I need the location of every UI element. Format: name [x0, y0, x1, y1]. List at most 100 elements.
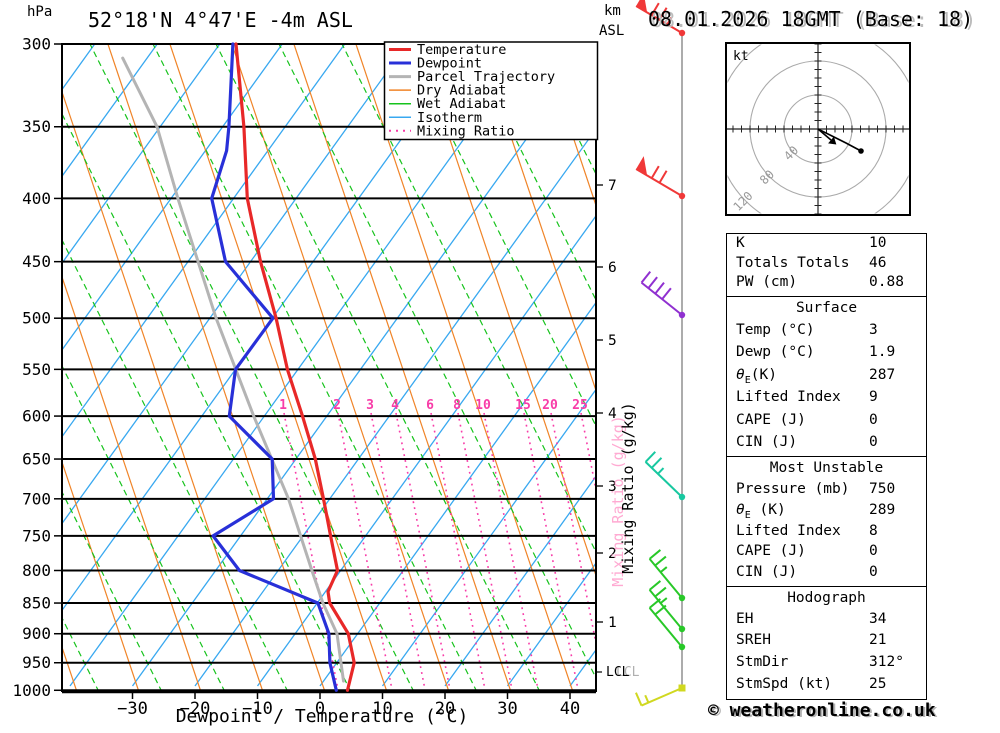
hodograph-ring-label: 120	[730, 189, 755, 214]
table-row: Lifted Index 8	[727, 521, 926, 542]
mixing-ratio-value-label: 10	[475, 398, 491, 413]
table-row-label: SREH	[736, 632, 771, 649]
table-row-label: Temp (°C)	[736, 321, 815, 338]
table-row: EH 34	[727, 609, 926, 631]
km-tick-label: 4	[608, 406, 617, 422]
table-row: SREH 21	[727, 630, 926, 652]
temp-tick-label: 20	[435, 699, 455, 719]
pressure-tick-label: 1000	[12, 681, 51, 700]
table-row: CIN (J) 0	[727, 431, 926, 454]
wind-barb-column	[635, 0, 686, 707]
table-row-label: θE(K)	[736, 366, 777, 386]
wind-barb	[640, 271, 686, 319]
table-row-value: 0	[869, 564, 878, 581]
sounding-curves	[121, 42, 356, 692]
table-row: Pressure (mb) 750	[727, 479, 926, 500]
legend-label: Parcel Trajectory	[417, 69, 555, 85]
table-section-surface: Surface Temp (°C) 3 Dewp (°C) 1.9 θE(K) 287 Lif…	[726, 295, 927, 458]
table-row-value: 750	[869, 481, 896, 497]
table-row: CAPE (J) 0	[727, 541, 926, 562]
mixing-ratio-value-label: 15	[515, 398, 531, 413]
credit-link[interactable]: © weatheronline.co.uk	[708, 700, 936, 721]
legend-label: Mixing Ratio	[417, 123, 515, 139]
pressure-tick-label: 800	[22, 561, 51, 580]
table-row-value: 46	[869, 254, 887, 271]
pressure-tick-label: 850	[22, 594, 51, 613]
table-row-label: CAPE (J)	[736, 411, 806, 428]
mixing-ratio-value-label: 3	[366, 398, 374, 413]
table-row-label: θE (K)	[736, 501, 786, 521]
table-row-label: Lifted Index	[736, 389, 841, 405]
table-row: Temp (°C) 3	[727, 319, 926, 342]
temp-tick-label: −20	[180, 699, 211, 719]
lcl-label-ghost: LCL	[616, 665, 640, 680]
mixing-ratio-value-label: 4	[391, 398, 399, 413]
table-row-label: StmSpd (kt)	[736, 675, 833, 692]
table-row: θE(K) 287	[727, 364, 926, 387]
pressure-tick-label: 950	[22, 653, 51, 672]
table-row-label: PW (cm)	[736, 274, 798, 291]
pressure-tick-label: 550	[22, 360, 51, 379]
table-row-label: StmDir	[736, 654, 789, 670]
mixing-ratio-lines	[283, 412, 596, 687]
table-row-value: 312°	[869, 654, 904, 670]
curve-temperature	[234, 42, 356, 692]
table-row-label: Lifted Index	[736, 522, 841, 539]
legend-label: Wet Adiabat	[417, 96, 506, 112]
table-row-value: 25	[869, 675, 887, 692]
mixing-ratio-labels: 1 2 3 4 6 8 10 15 20 25	[279, 398, 588, 413]
table-row: Lifted Index 9	[727, 386, 926, 409]
km-tick-label: 1	[608, 615, 617, 631]
table-row-value: 0	[869, 543, 878, 560]
table-row-label: Totals Totals	[736, 254, 850, 271]
table-row-value: 21	[869, 632, 887, 649]
legend-label: Isotherm	[417, 110, 482, 126]
legend-label: Temperature	[417, 42, 506, 58]
table-row-label: CIN (J)	[736, 564, 798, 581]
curve-dewpoint	[210, 42, 338, 692]
table-row-value: 9	[869, 389, 878, 405]
km-tick-label: 5	[608, 333, 617, 349]
table-row-value: 8	[869, 522, 878, 539]
table-row-value: 10	[869, 235, 887, 251]
table-row-value: 0.88	[869, 274, 904, 291]
pressure-tick-label: 700	[22, 489, 51, 508]
table-row: K 10	[727, 234, 926, 254]
table-row: CIN (J) 0	[727, 562, 926, 583]
mixing-ratio-value-label: 25	[572, 398, 588, 413]
table-row-value: 3	[869, 321, 878, 338]
table-row-label: EH	[736, 610, 754, 627]
mixing-ratio-value-label: 2	[333, 398, 341, 413]
table-row-value: 1.9	[869, 344, 896, 360]
pressure-tick-label: 400	[22, 189, 51, 208]
hodograph-trace	[817, 128, 864, 154]
km-tick-label: 7	[608, 178, 617, 194]
pressure-tick-label: 650	[22, 450, 51, 469]
altitude-unit-asl: ASL	[599, 23, 625, 39]
wind-barb	[648, 549, 686, 602]
legend-label: Dewpoint	[417, 56, 482, 72]
hodograph-ring-label: 40	[781, 143, 801, 163]
wind-barb	[635, 684, 686, 707]
pressure-labels: 300 350 400 450 500 550 600 650 700 750 800 850 900 9…	[12, 35, 51, 700]
plot-background	[62, 43, 596, 692]
legend-label: Dry Adiabat	[417, 83, 506, 99]
wind-barb	[648, 598, 686, 651]
page-title: 52°18'N 4°47'E -4m ASL	[88, 8, 353, 32]
km-tick-label: 3	[608, 479, 617, 495]
table-row: Dewp (°C) 1.9	[727, 341, 926, 364]
pressure-tick-label: 300	[22, 35, 51, 54]
table-row: Totals Totals 46	[727, 254, 926, 274]
altitude-unit-km: km	[604, 3, 621, 19]
table-row-label: CAPE (J)	[736, 543, 806, 560]
mixing-ratio-value-label: 8	[453, 398, 461, 413]
x-axis-title: Dewpoint / Temperature (°C)	[175, 706, 469, 727]
wind-barb	[635, 156, 686, 200]
mixing-ratio-value-label: 6	[426, 398, 434, 413]
hodograph-unit-label: kt	[733, 49, 749, 64]
temp-tick-label: −30	[117, 699, 148, 719]
table-row-value: 0	[869, 434, 878, 450]
